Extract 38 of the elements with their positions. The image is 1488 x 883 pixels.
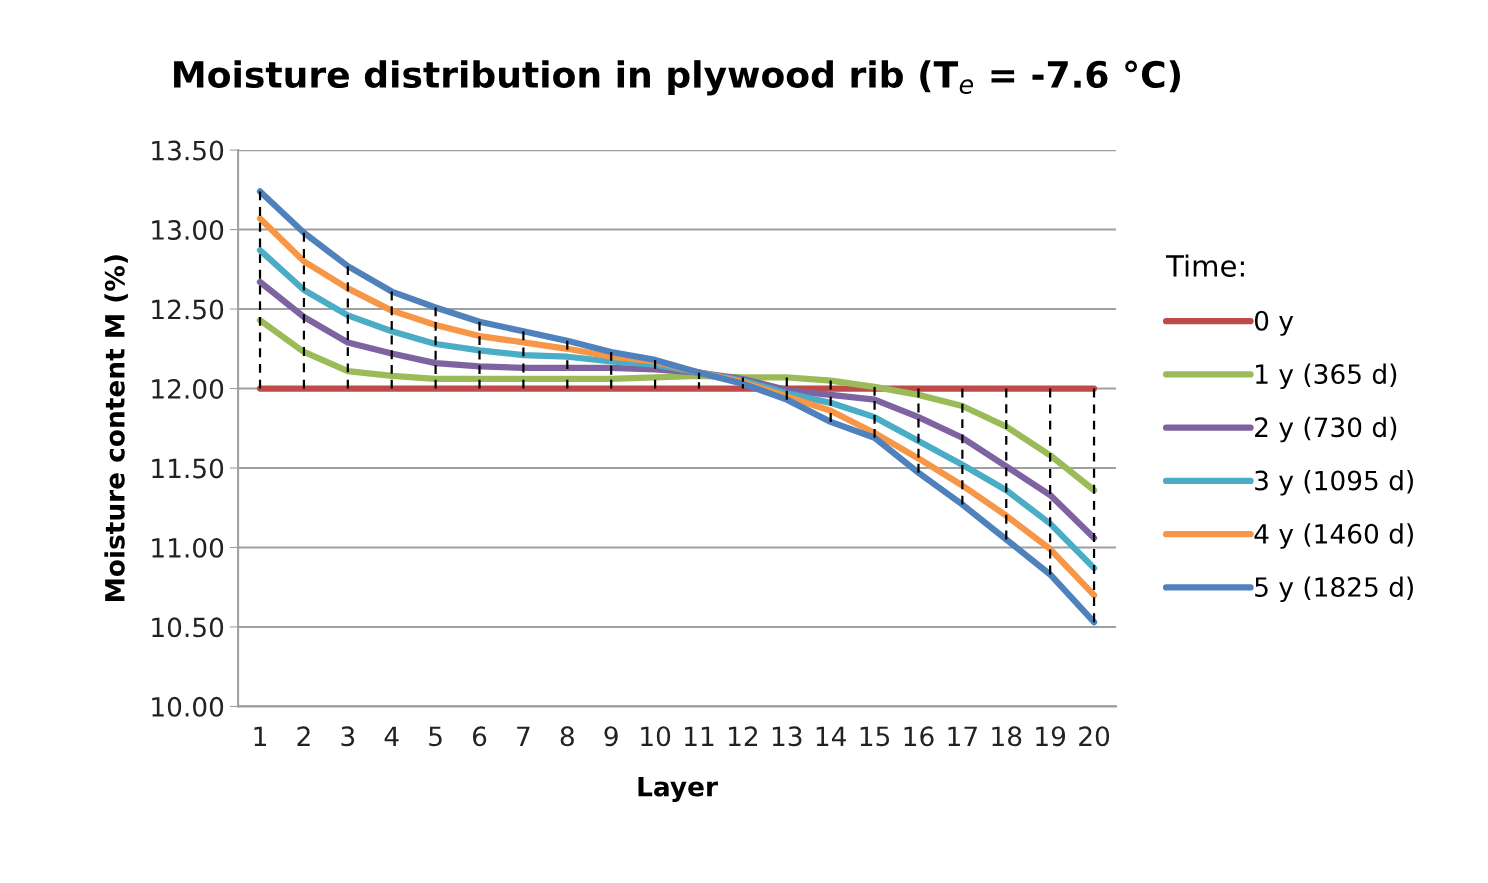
x-tick-label: 5 [429,726,442,747]
y-tick-label: 13.00 [152,220,224,240]
x-tick-label: 17 [948,726,977,746]
x-tick-label: 20 [1079,726,1110,747]
x-tick-label: 3 [341,726,355,747]
y-tick-label: 13.50 [152,140,224,161]
legend-label: 5 y (1825 d) [1255,576,1413,603]
legend-label: 4 y (1460 d) [1254,523,1413,549]
x-tick-label: 16 [904,726,934,747]
legend-label: 1 y (365 d) [1256,363,1397,390]
y-tick-label: 10.50 [152,617,224,638]
y-tick-label: 11.00 [152,537,224,558]
x-tick-label: 13 [772,726,802,747]
y-tick-label: 10.00 [152,696,224,717]
x-tick-label: 9 [604,726,618,747]
y-tick-label: 12.50 [152,299,224,320]
chart-title: Moisture distribution in plywood rib (T$_{e}$ = -7.6 °C) [174,60,1181,96]
y-axis-title: Moisture content M (%) [104,255,128,601]
x-tick-label: 12 [728,726,758,746]
x-tick-label: 11 [685,726,714,746]
legend-label: 0 y [1254,310,1294,336]
x-tick-label: 7 [517,726,530,746]
x-tick-label: 18 [992,726,1022,747]
x-tick-label: 4 [384,726,399,746]
x-tick-label: 14 [816,726,846,746]
x-tick-label: 10 [641,726,671,747]
y-tick-label: 12.00 [152,378,224,399]
x-axis-title: Layer [638,776,718,802]
y-tick-label: 11.50 [152,458,224,479]
x-tick-label: 6 [472,726,487,747]
legend-label: 3 y (1095 d) [1255,470,1413,496]
x-tick-label: 1 [254,726,266,746]
legend-label: 2 y (730 d) [1255,416,1397,443]
x-tick-label: 8 [560,726,574,747]
x-tick-label: 19 [1036,726,1066,747]
x-tick-label: 2 [297,726,310,746]
x-tick-label: 15 [860,726,890,747]
legend-title: Time: [1166,254,1244,277]
